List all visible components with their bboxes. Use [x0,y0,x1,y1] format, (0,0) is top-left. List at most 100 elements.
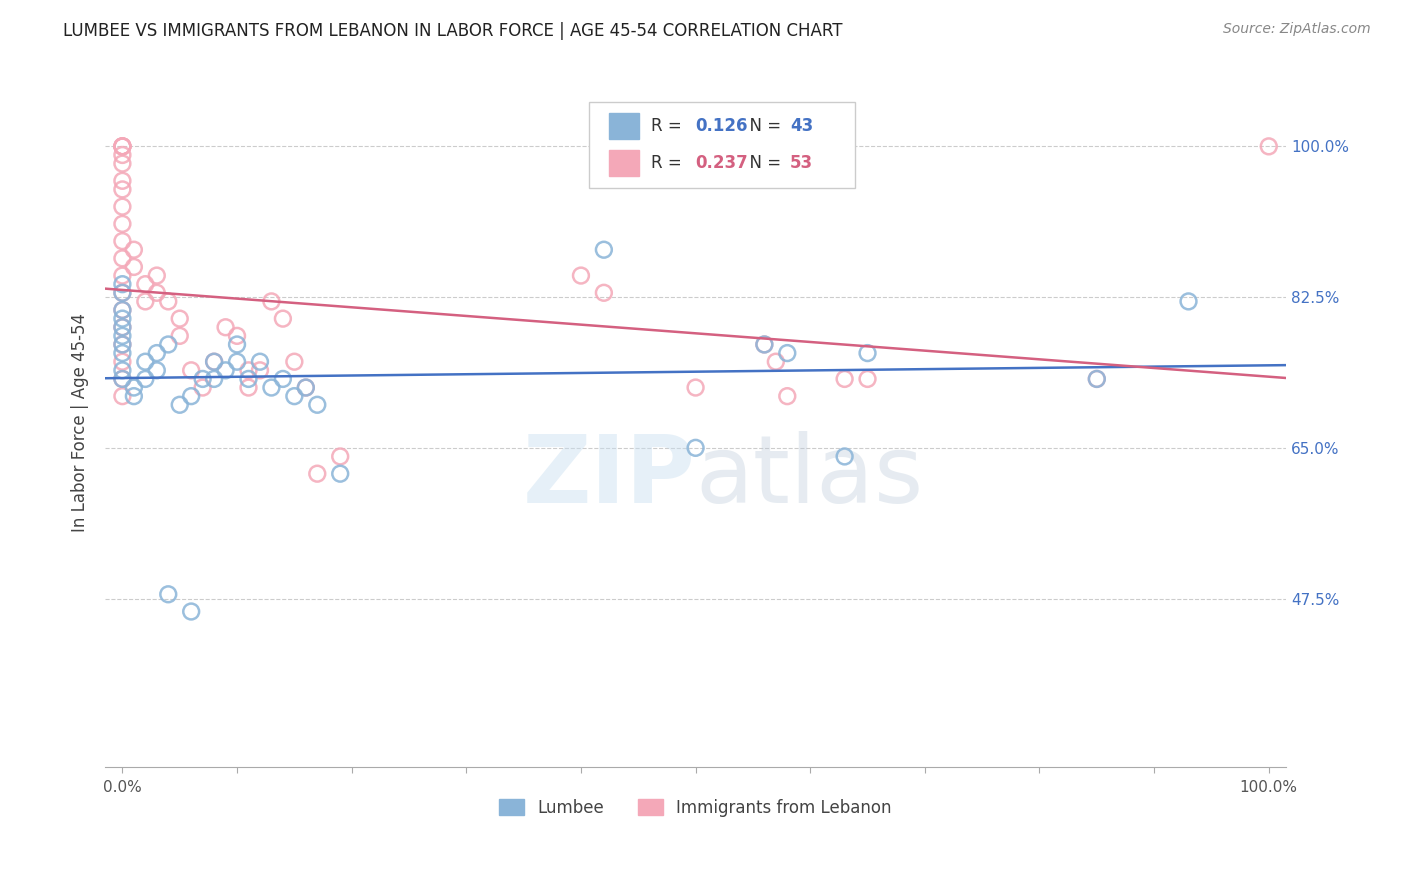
Point [111,311,134,326]
Point [122,260,145,274]
Point [111,303,134,318]
Point [856,346,879,360]
Point [146,285,169,300]
Point [1257,139,1279,153]
Point [111,303,134,318]
Point [111,174,134,188]
Point [202,372,225,386]
Point [111,139,134,153]
Point [122,389,145,403]
Point [754,337,776,351]
Point [180,605,202,619]
Point [122,243,145,257]
Point [249,363,271,377]
Text: 53: 53 [790,154,813,172]
Text: ZIP: ZIP [523,431,696,523]
Text: R =: R = [651,118,686,136]
Point [754,337,776,351]
Text: 0.237: 0.237 [696,154,748,172]
Point [295,380,318,394]
Point [111,285,134,300]
Point [111,372,134,386]
Point [226,337,249,351]
Point [111,277,134,292]
FancyBboxPatch shape [609,113,638,139]
Point [111,156,134,170]
Point [856,372,879,386]
Point [157,587,180,601]
Point [111,372,134,386]
Point [134,372,156,386]
Point [111,139,134,153]
Point [249,354,271,368]
Point [111,139,134,153]
Point [169,398,191,412]
Point [202,354,225,368]
Point [111,268,134,283]
Point [685,380,707,394]
Point [111,389,134,403]
Point [111,234,134,248]
Point [238,363,260,377]
Point [834,450,856,464]
Point [134,354,156,368]
Point [157,337,180,351]
Point [180,389,202,403]
Point [283,389,305,403]
Text: 0.126: 0.126 [696,118,748,136]
Point [214,320,236,334]
Point [238,380,260,394]
Point [122,380,145,394]
Point [307,398,329,412]
Point [111,363,134,377]
Point [226,329,249,343]
Point [111,200,134,214]
Point [271,311,294,326]
Point [260,294,283,309]
Point [307,467,329,481]
FancyBboxPatch shape [609,150,638,176]
Legend: Lumbee, Immigrants from Lebanon: Lumbee, Immigrants from Lebanon [492,792,898,823]
Point [146,268,169,283]
Point [180,363,202,377]
Point [214,363,236,377]
Point [295,380,318,394]
Point [169,311,191,326]
Point [776,346,799,360]
Point [283,354,305,368]
Point [146,363,169,377]
Point [593,285,616,300]
Point [260,380,283,394]
Point [191,380,214,394]
Text: R =: R = [651,154,686,172]
Text: LUMBEE VS IMMIGRANTS FROM LEBANON IN LABOR FORCE | AGE 45-54 CORRELATION CHART: LUMBEE VS IMMIGRANTS FROM LEBANON IN LAB… [63,22,842,40]
Point [593,243,616,257]
Point [111,337,134,351]
Point [271,372,294,386]
Point [111,329,134,343]
Point [111,354,134,368]
Point [1085,372,1108,386]
Point [238,372,260,386]
Point [1177,294,1199,309]
Point [329,450,352,464]
Point [111,320,134,334]
Point [1085,372,1108,386]
Point [111,139,134,153]
Point [111,217,134,231]
Point [111,148,134,162]
Point [169,329,191,343]
Point [776,389,799,403]
Point [146,346,169,360]
Point [111,285,134,300]
Point [111,252,134,266]
Point [134,277,156,292]
Point [685,441,707,455]
Point [134,294,156,309]
Point [329,467,352,481]
Point [111,320,134,334]
Point [111,346,134,360]
Text: 43: 43 [790,118,813,136]
Point [111,337,134,351]
Point [765,354,787,368]
